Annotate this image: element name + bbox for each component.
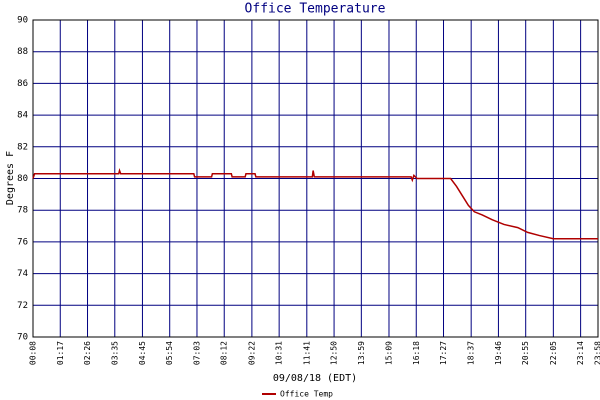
x-axis-label: 09/08/18 (EDT) <box>273 373 357 384</box>
x-tick-label: 13:59 <box>357 341 366 365</box>
chart-title: Office Temperature <box>245 2 386 17</box>
x-tick-label: 23:58 <box>594 341 600 365</box>
x-tick-label: 12:50 <box>330 341 339 365</box>
y-tick-label: 78 <box>17 206 28 216</box>
x-tick-label: 17:27 <box>439 341 448 365</box>
x-tick-label: 00:08 <box>29 341 38 365</box>
y-tick-label: 82 <box>17 142 28 152</box>
y-tick-label: 70 <box>17 333 28 343</box>
x-tick-label: 09:22 <box>247 341 256 365</box>
x-tick-label: 03:35 <box>110 341 119 365</box>
y-tick-label: 76 <box>17 237 28 247</box>
x-tick-label: 15:09 <box>384 341 393 365</box>
x-tick-label: 22:05 <box>549 341 558 365</box>
y-tick-label: 90 <box>17 16 28 26</box>
y-tick-label: 84 <box>17 111 28 121</box>
x-tick-label: 04:45 <box>138 341 147 365</box>
y-tick-label: 72 <box>17 301 28 311</box>
y-tick-label: 86 <box>17 79 28 89</box>
x-tick-label: 01:17 <box>56 341 65 365</box>
x-tick-label: 11:41 <box>302 341 311 365</box>
y-tick-label: 80 <box>17 174 28 184</box>
x-tick-label: 10:31 <box>275 341 284 365</box>
y-axis-label: Degrees F <box>5 151 16 205</box>
x-tick-label: 16:18 <box>412 341 421 365</box>
x-tick-label: 07:03 <box>192 341 201 365</box>
x-tick-label: 19:46 <box>494 341 503 365</box>
y-tick-label: 88 <box>17 47 28 57</box>
x-tick-label: 08:12 <box>220 341 229 365</box>
legend-label: Office Temp <box>280 390 333 399</box>
y-tick-label: 74 <box>17 269 28 279</box>
x-tick-label: 23:14 <box>576 341 585 365</box>
data-line <box>32 168 598 240</box>
x-tick-label: 20:55 <box>521 341 530 365</box>
x-tick-label: 18:37 <box>467 341 476 365</box>
x-tick-label: 02:26 <box>83 341 92 365</box>
x-tick-label: 05:54 <box>165 341 174 365</box>
